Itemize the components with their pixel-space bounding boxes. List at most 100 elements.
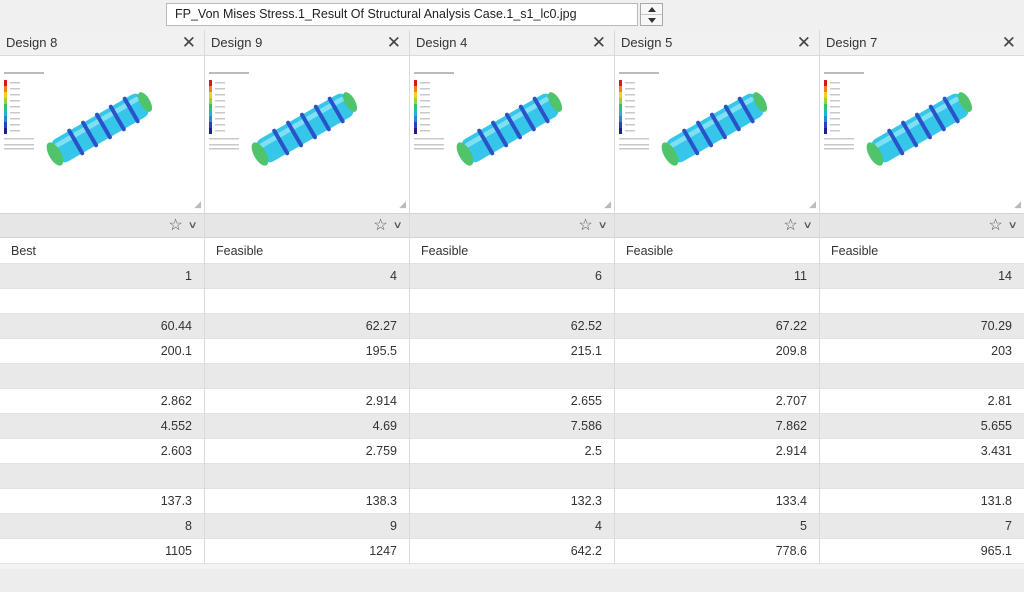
part-end-cap — [138, 92, 153, 112]
legend-title-line — [4, 72, 44, 74]
result-thumbnail[interactable]: ◢ — [205, 56, 409, 213]
legend-color-band — [4, 110, 7, 116]
legend-color-band — [824, 110, 827, 116]
part-ring — [901, 120, 919, 148]
value-cell — [615, 289, 819, 314]
legend-color-band — [619, 116, 622, 122]
star-icon[interactable]: ☆ — [783, 216, 798, 234]
legend-color-band — [209, 86, 212, 92]
design-status: Feasible — [205, 238, 409, 264]
legend-color-band — [414, 122, 417, 128]
star-icon[interactable]: ☆ — [373, 216, 388, 234]
design-actions-bar: ☆ ∨ — [820, 213, 1024, 238]
legend-tick-text — [420, 94, 430, 96]
star-icon[interactable]: ☆ — [578, 216, 593, 234]
value-cell: 7 — [820, 514, 1024, 539]
value-cell — [820, 364, 1024, 389]
legend-color-band — [414, 80, 417, 86]
design-status: Feasible — [615, 238, 819, 264]
value-cell: 9 — [205, 514, 409, 539]
close-icon[interactable]: ✕ — [796, 33, 811, 52]
legend-color-band — [4, 86, 7, 92]
legend-color-band — [619, 122, 622, 128]
legend-color-band — [824, 116, 827, 122]
legend-tick-text — [625, 88, 635, 90]
image-file-select[interactable]: FP_Von Mises Stress.1_Result Of Structur… — [166, 3, 638, 26]
legend-tick-text — [10, 112, 20, 114]
part-ring — [942, 96, 960, 124]
star-icon[interactable]: ☆ — [988, 216, 1003, 234]
result-thumbnail[interactable]: ◢ — [0, 56, 204, 213]
legend-caption-line — [414, 138, 444, 140]
part-end-cap — [753, 92, 768, 112]
star-icon[interactable]: ☆ — [168, 216, 183, 234]
close-icon[interactable]: ✕ — [591, 33, 606, 52]
chevron-down-icon[interactable]: ∨ — [392, 219, 403, 231]
legend-tick-text — [625, 100, 635, 102]
legend-caption-line — [414, 144, 444, 146]
part-geometry — [661, 92, 768, 166]
part-ring — [122, 96, 140, 124]
value-cell: 2.655 — [410, 389, 614, 414]
legend-tick-text — [625, 118, 635, 120]
legend-color-band — [619, 104, 622, 110]
part-end-cap — [661, 142, 679, 166]
legend-tick-text — [215, 100, 225, 102]
legend-tick-text — [830, 118, 840, 120]
value-cell: 203 — [820, 339, 1024, 364]
image-file-stepper[interactable] — [640, 3, 663, 26]
part-end-cap — [251, 142, 269, 166]
chevron-down-icon[interactable]: ∨ — [597, 219, 608, 231]
value-cell: 2.5 — [410, 439, 614, 464]
result-thumbnail[interactable]: ◢ — [820, 56, 1024, 213]
close-icon[interactable]: ✕ — [386, 33, 401, 52]
legend-tick-text — [625, 130, 635, 132]
legend-color-band — [619, 80, 622, 86]
part-ring — [696, 120, 714, 148]
value-cell: 1247 — [205, 539, 409, 564]
bottom-bar — [0, 569, 1024, 592]
value-cell: 2.914 — [615, 439, 819, 464]
design-actions-bar: ☆ ∨ — [410, 213, 614, 238]
value-cell: 70.29 — [820, 314, 1024, 339]
value-cell: 965.1 — [820, 539, 1024, 564]
part-highlight — [54, 96, 139, 148]
legend-color-band — [824, 128, 827, 134]
part-end-cap — [958, 92, 973, 112]
legend-color-band — [4, 98, 7, 104]
design-column-header: Design 4 ✕ — [410, 30, 614, 56]
part-ring — [67, 128, 85, 156]
value-cell: 2.759 — [205, 439, 409, 464]
part-ring — [518, 104, 536, 132]
legend-color-band — [414, 92, 417, 98]
legend-tick-text — [625, 106, 635, 108]
part-highlight — [464, 96, 549, 148]
legend-tick-text — [830, 100, 840, 102]
resize-grip-icon: ◢ — [809, 199, 816, 209]
close-icon[interactable]: ✕ — [1001, 33, 1016, 52]
value-cell: 8 — [0, 514, 204, 539]
part-ring — [313, 104, 331, 132]
value-cell: 215.1 — [410, 339, 614, 364]
legend-tick-text — [215, 124, 225, 126]
legend-tick-text — [625, 82, 635, 84]
legend-color-band — [619, 98, 622, 104]
step-up-button[interactable] — [641, 4, 662, 14]
result-thumbnail[interactable]: ◢ — [410, 56, 614, 213]
part-end-cap — [548, 92, 563, 112]
step-down-button[interactable] — [641, 14, 662, 25]
part-geometry — [46, 92, 153, 166]
value-cell: 137.3 — [0, 489, 204, 514]
legend-tick-text — [10, 88, 20, 90]
value-cell: 195.5 — [205, 339, 409, 364]
close-icon[interactable]: ✕ — [181, 33, 196, 52]
value-cell — [0, 364, 204, 389]
design-column-header: Design 7 ✕ — [820, 30, 1024, 56]
chevron-down-icon[interactable]: ∨ — [187, 219, 198, 231]
chevron-down-icon[interactable]: ∨ — [802, 219, 813, 231]
value-cell — [820, 289, 1024, 314]
value-cell: 2.914 — [205, 389, 409, 414]
chevron-down-icon[interactable]: ∨ — [1007, 219, 1018, 231]
result-thumbnail[interactable]: ◢ — [615, 56, 819, 213]
value-cell: 3.431 — [820, 439, 1024, 464]
